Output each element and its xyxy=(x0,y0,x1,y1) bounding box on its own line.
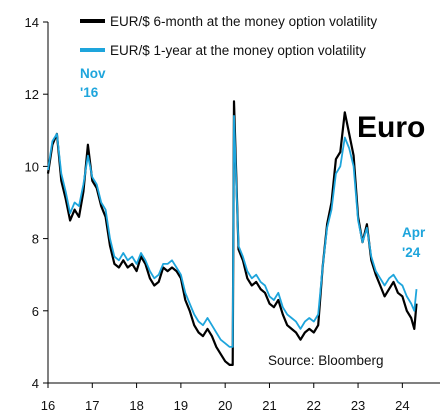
y-tick-label: 14 xyxy=(25,15,39,30)
y-ticks: 4 6 8 10 12 14 xyxy=(25,15,48,391)
source-label: Source: Bloomberg xyxy=(268,353,384,368)
x-tick-label: 19 xyxy=(174,398,188,413)
x-tick-label: 21 xyxy=(262,398,276,413)
y-tick-label: 8 xyxy=(32,232,39,247)
y-tick-label: 10 xyxy=(25,159,39,174)
x-tick-label: 22 xyxy=(307,398,321,413)
legend-label-1y: EUR/$ 1-year at the money option volatil… xyxy=(110,43,366,58)
x-tick-label: 24 xyxy=(395,398,409,413)
legend: EUR/$ 6-month at the money option volati… xyxy=(80,14,377,58)
annotation-apr: Apr xyxy=(402,225,426,240)
series-line-1y xyxy=(47,115,418,348)
x-ticks: 16 17 18 19 20 21 22 23 24 xyxy=(41,383,410,413)
axes xyxy=(47,22,440,384)
legend-label-6m: EUR/$ 6-month at the money option volati… xyxy=(110,14,377,29)
x-tick-label: 18 xyxy=(129,398,143,413)
y-tick-label: 6 xyxy=(32,304,39,319)
x-tick-label: 17 xyxy=(85,398,99,413)
annotation-nov: Nov xyxy=(80,66,106,81)
annotation-24: '24 xyxy=(402,245,421,260)
y-tick-label: 4 xyxy=(32,376,39,391)
x-tick-label: 23 xyxy=(351,398,365,413)
x-tick-label: 16 xyxy=(41,398,55,413)
euro-label: Euro xyxy=(357,111,425,144)
x-tick-label: 20 xyxy=(218,398,232,413)
y-tick-label: 12 xyxy=(25,87,39,102)
annotation-16: '16 xyxy=(80,85,99,100)
series-layer xyxy=(46,100,418,366)
